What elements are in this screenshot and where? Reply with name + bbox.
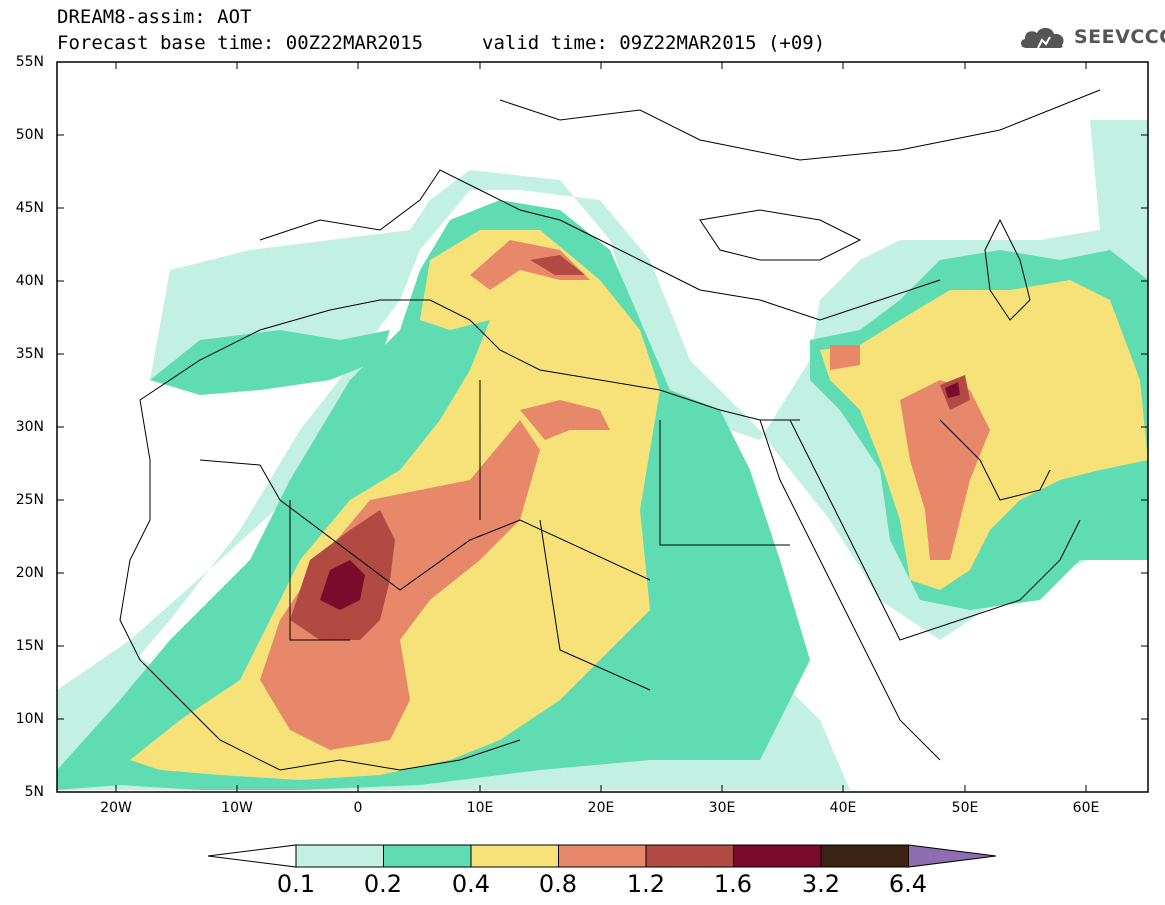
- lon-label: 20E: [587, 800, 615, 816]
- colorbar: [207, 844, 997, 868]
- colorbar-label: 0.4: [451, 870, 491, 898]
- colorbar-label: 1.2: [626, 870, 666, 898]
- lat-label: 30N: [15, 419, 44, 435]
- lat-label: 35N: [15, 346, 44, 362]
- lat-label: 45N: [15, 200, 44, 216]
- colorbar-label: 0.2: [363, 870, 403, 898]
- lat-label: 50N: [15, 127, 44, 143]
- lon-ticks: [115, 62, 1087, 792]
- colorbar-bin-1: [295, 844, 384, 868]
- colorbar-label: 6.4: [888, 870, 928, 898]
- lat-label: 25N: [15, 492, 44, 508]
- colorbar-bin-3: [470, 844, 559, 868]
- lat-label: 15N: [15, 638, 44, 654]
- map-title: DREAM8-assim: AOT: [57, 6, 252, 28]
- colorbar-label: 0.8: [538, 870, 578, 898]
- seevccc-logo: SEEVCCC: [1018, 24, 1165, 50]
- colorbar-over: [908, 844, 997, 868]
- graticule: [57, 62, 1148, 792]
- lon-label: 30E: [708, 800, 736, 816]
- lat-label: 55N: [15, 54, 44, 70]
- colorbar-bin-6: [733, 844, 822, 868]
- forecast-base-time: Forecast base time: 00Z22MAR2015: [57, 32, 424, 54]
- lon-label: 10E: [466, 800, 494, 816]
- lon-label: 40E: [829, 800, 857, 816]
- lat-label: 5N: [24, 784, 44, 800]
- colorbar-under: [207, 844, 297, 868]
- lon-label: 0: [353, 800, 363, 816]
- colorbar-label: 0.1: [276, 870, 316, 898]
- lat-ticks: [57, 61, 1148, 720]
- lon-label: 50E: [951, 800, 979, 816]
- colorbar-label: 1.6: [713, 870, 753, 898]
- colorbar-bin-5: [645, 844, 734, 868]
- colorbar-bin-7: [820, 844, 909, 868]
- colorbar-bin-4: [558, 844, 647, 868]
- lon-label: 20W: [100, 800, 132, 816]
- lon-label: 10W: [221, 800, 253, 816]
- valid-time: valid time: 09Z22MAR2015 (+09): [482, 32, 826, 54]
- lat-label: 20N: [15, 565, 44, 581]
- lat-label: 40N: [15, 273, 44, 289]
- lon-label: 60E: [1072, 800, 1100, 816]
- colorbar-bin-2: [383, 844, 472, 868]
- lat-label: 10N: [15, 711, 44, 727]
- cloud-icon: [1020, 27, 1064, 49]
- colorbar-label: 3.2: [801, 870, 841, 898]
